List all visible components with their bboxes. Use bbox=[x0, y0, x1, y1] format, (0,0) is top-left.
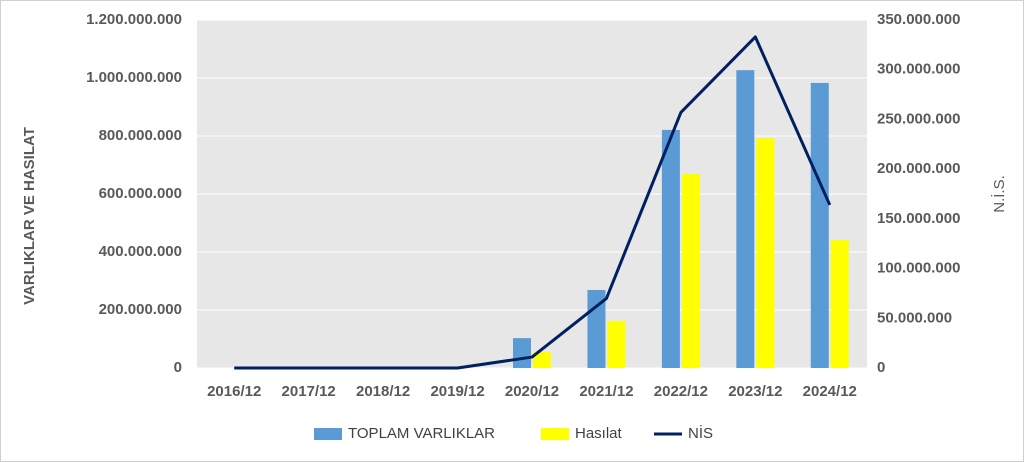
bar bbox=[513, 338, 531, 368]
bar bbox=[661, 129, 680, 368]
y2-tick-label: 150.000.000 bbox=[877, 210, 960, 227]
y-axis-title: VARLIKLAR VE HASILAT bbox=[21, 127, 38, 305]
x-tick-label: 2016/12 bbox=[207, 383, 261, 400]
bar bbox=[607, 321, 626, 368]
y2-tick-label: 200.000.000 bbox=[877, 160, 960, 177]
legend-swatch bbox=[314, 428, 342, 440]
y-tick-label: 800.000.000 bbox=[99, 127, 182, 144]
x-tick-label: 2017/12 bbox=[282, 383, 336, 400]
x-tick-label: 2020/12 bbox=[505, 383, 559, 400]
legend-label: TOPLAM VARLIKLAR bbox=[348, 425, 495, 442]
legend-label: NİS bbox=[688, 424, 713, 442]
y2-axis-title: N.İ.S. bbox=[990, 175, 1008, 213]
y2-tick-label: 50.000.000 bbox=[877, 309, 952, 326]
x-tick-label: 2024/12 bbox=[803, 383, 857, 400]
y-tick-label: 400.000.000 bbox=[99, 243, 182, 260]
bar bbox=[736, 70, 755, 369]
y-tick-label: 600.000.000 bbox=[99, 185, 182, 202]
bar bbox=[533, 352, 551, 368]
bar bbox=[830, 240, 849, 368]
y2-tick-label: 300.000.000 bbox=[877, 61, 960, 78]
x-tick-label: 2023/12 bbox=[728, 383, 782, 400]
y-tick-label: 0 bbox=[174, 359, 182, 376]
x-tick-label: 2018/12 bbox=[356, 383, 410, 400]
x-tick-label: 2019/12 bbox=[430, 383, 484, 400]
bar bbox=[756, 138, 775, 368]
legend-label: Hasılat bbox=[575, 425, 623, 442]
y-tick-label: 1.200.000.000 bbox=[86, 11, 182, 28]
y2-tick-label: 250.000.000 bbox=[877, 110, 960, 127]
legend-swatch bbox=[541, 428, 569, 440]
y2-tick-label: 100.000.000 bbox=[877, 260, 960, 277]
y-tick-label: 1.000.000.000 bbox=[86, 69, 182, 86]
y2-tick-label: 0 bbox=[877, 359, 885, 376]
bar bbox=[810, 82, 829, 369]
y-tick-label: 200.000.000 bbox=[99, 301, 182, 318]
line bbox=[234, 35, 832, 370]
y2-tick-label: 350.000.000 bbox=[877, 11, 960, 28]
x-tick-label: 2022/12 bbox=[654, 383, 708, 400]
bar bbox=[681, 173, 700, 368]
x-tick-label: 2021/12 bbox=[579, 383, 633, 400]
